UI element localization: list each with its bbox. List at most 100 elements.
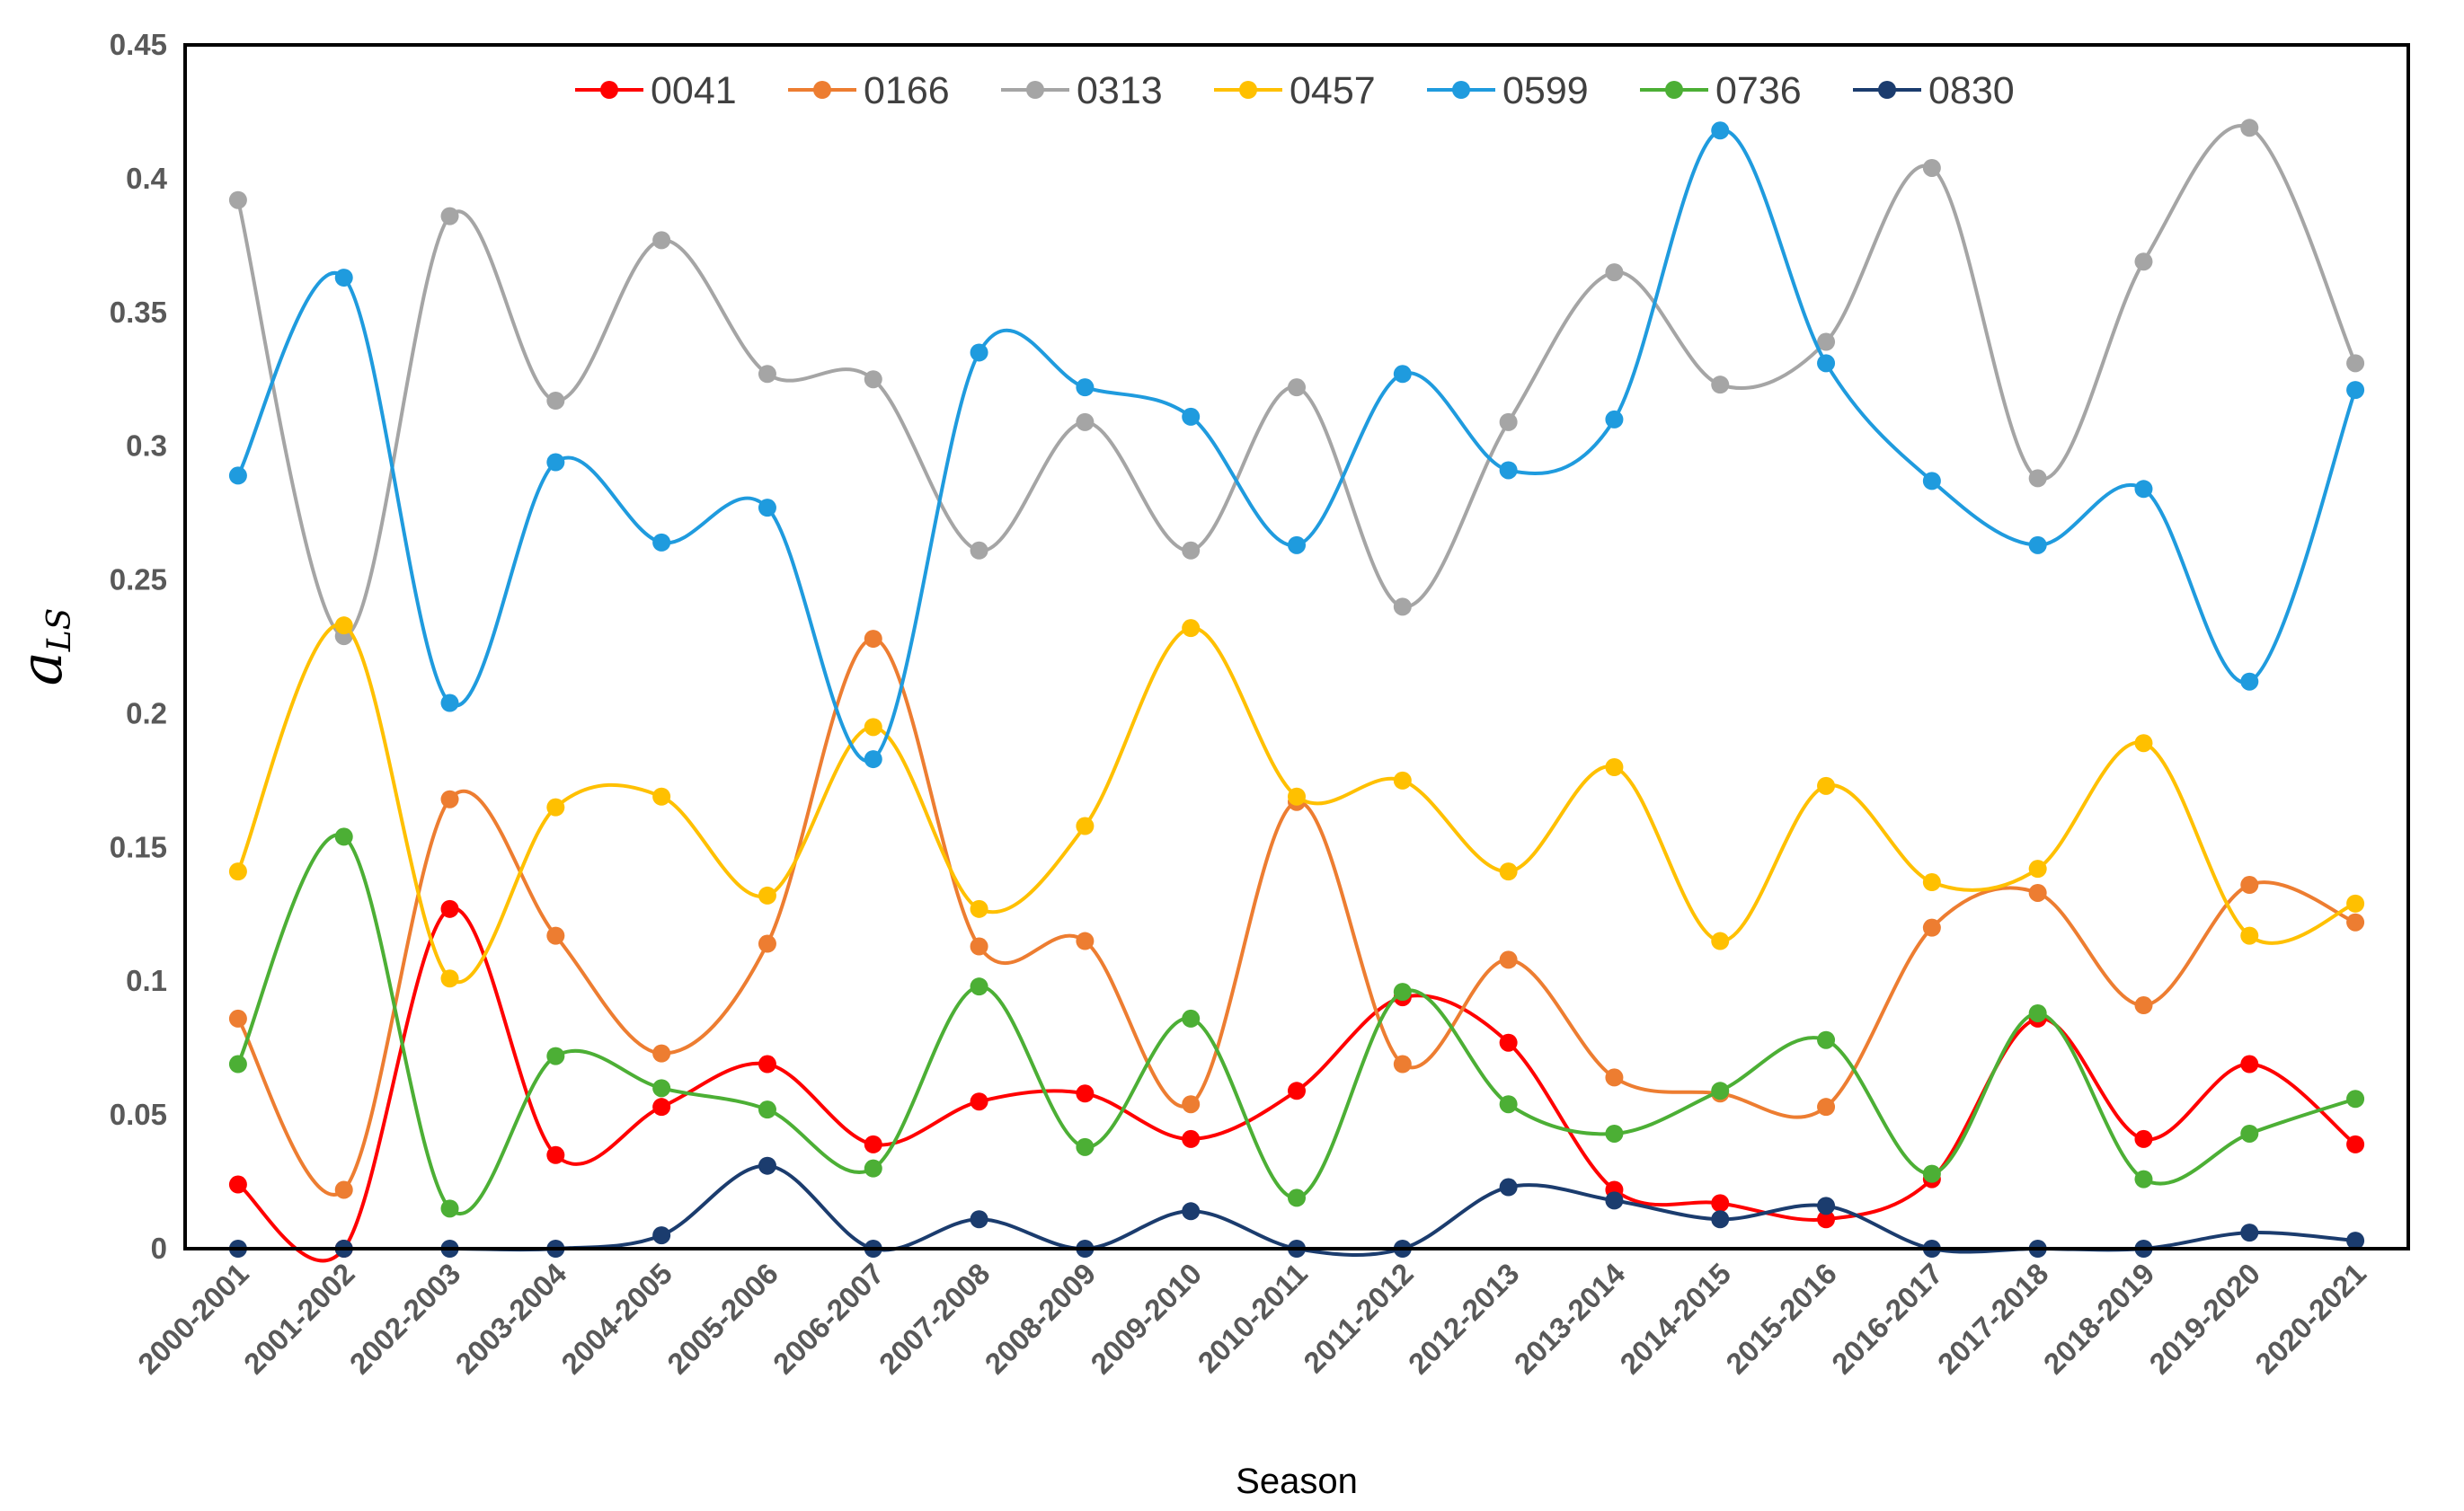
- data-point: [546, 1145, 565, 1164]
- data-point: [1288, 535, 1306, 554]
- y-tick-label: 0.35: [110, 296, 167, 329]
- data-point: [970, 1092, 988, 1111]
- data-point: [864, 1159, 882, 1178]
- data-point: [228, 862, 247, 881]
- data-point: [546, 926, 565, 945]
- data-point: [2028, 1003, 2047, 1022]
- legend-item-0166: 0166: [788, 69, 950, 112]
- data-point: [1605, 1124, 1624, 1143]
- data-point: [970, 541, 988, 560]
- series-line-0313: [235, 124, 2357, 639]
- data-point: [1922, 472, 1941, 490]
- series-line-0830: [237, 1163, 2356, 1257]
- data-point: [1499, 1178, 1518, 1197]
- data-point: [2134, 1129, 2153, 1148]
- y-tick-label: 0.05: [110, 1098, 167, 1131]
- data-point: [652, 533, 671, 552]
- data-point: [1711, 932, 1730, 950]
- data-point: [758, 365, 776, 384]
- data-point: [1076, 1084, 1095, 1103]
- data-point: [2346, 913, 2365, 932]
- data-point: [652, 1044, 671, 1063]
- legend-swatch-marker: [1239, 81, 1257, 99]
- series-0736: [228, 827, 2365, 1218]
- data-point: [2346, 1135, 2365, 1153]
- data-point: [1499, 1033, 1518, 1052]
- data-point: [758, 1100, 776, 1119]
- data-point: [652, 231, 671, 250]
- data-point: [1499, 950, 1518, 969]
- legend-swatch-marker: [1452, 81, 1470, 99]
- y-tick-label: 0.3: [126, 429, 167, 463]
- data-point: [1393, 1055, 1412, 1074]
- data-point: [2240, 926, 2259, 945]
- data-point: [1182, 619, 1201, 638]
- legend-swatch-marker: [1878, 81, 1896, 99]
- data-point: [334, 616, 353, 635]
- data-point: [1499, 412, 1518, 431]
- data-point: [2346, 1090, 2365, 1109]
- data-point: [2240, 119, 2259, 137]
- y-tick-label: 0.45: [110, 28, 167, 61]
- series-0599: [228, 121, 2365, 769]
- data-point: [334, 1180, 353, 1199]
- data-point: [1711, 1194, 1730, 1213]
- data-point: [1076, 1137, 1095, 1156]
- series-line-0736: [236, 833, 2356, 1215]
- data-point: [2028, 469, 2047, 488]
- data-point: [1182, 1129, 1201, 1148]
- data-point: [228, 1055, 247, 1074]
- data-point: [1817, 1210, 1836, 1229]
- legend-item-0041: 0041: [575, 69, 737, 112]
- data-point: [1922, 158, 1941, 177]
- data-point: [2240, 1224, 2259, 1242]
- legend: 0041 0166 0313 0457 0599 0736 0830: [575, 69, 2015, 112]
- data-point: [1605, 1068, 1624, 1087]
- data-point: [1076, 817, 1095, 835]
- data-point: [1499, 461, 1518, 480]
- y-axis-ticks: 0 0.05 0.1 0.15 0.2 0.25 0.3 0.35 0.4 0.45: [110, 28, 168, 1265]
- data-point: [1817, 1197, 1836, 1215]
- series-0166: [228, 630, 2365, 1199]
- y-tick-label: 0.4: [126, 162, 168, 195]
- data-point: [1393, 771, 1412, 790]
- legend-swatch-marker: [1026, 81, 1044, 99]
- data-point: [1182, 1095, 1201, 1114]
- series-0457: [228, 616, 2365, 988]
- data-point: [1393, 365, 1412, 384]
- legend-item-0599: 0599: [1427, 69, 1589, 112]
- data-point: [1711, 121, 1730, 140]
- data-point: [2240, 672, 2259, 691]
- y-axis-title: aLS: [9, 608, 78, 686]
- data-point: [228, 466, 247, 485]
- data-point: [1182, 1202, 1201, 1221]
- data-point: [440, 207, 459, 225]
- data-point: [1605, 263, 1624, 282]
- legend-swatch-marker: [1665, 81, 1683, 99]
- legend-item-0736: 0736: [1640, 69, 1802, 112]
- legend-label: 0830: [1928, 69, 2015, 112]
- data-point: [2134, 1170, 2153, 1188]
- data-point: [1499, 862, 1518, 881]
- data-point: [1288, 378, 1306, 397]
- data-point: [758, 499, 776, 517]
- data-point: [758, 1156, 776, 1175]
- data-point: [1076, 412, 1095, 431]
- data-point: [2346, 354, 2365, 373]
- legend-label: 0457: [1290, 69, 1376, 112]
- y-tick-label: 0.15: [110, 830, 167, 863]
- data-point: [1288, 1082, 1306, 1100]
- data-point: [1076, 378, 1095, 397]
- data-point: [2346, 1232, 2365, 1250]
- data-point: [652, 787, 671, 806]
- data-point: [1393, 597, 1412, 616]
- data-point: [334, 269, 353, 287]
- y-tick-label: 0: [151, 1232, 167, 1265]
- x-axis-title: Season: [1236, 1462, 1358, 1501]
- legend-swatch-marker: [600, 81, 618, 99]
- data-point: [1182, 407, 1201, 426]
- legend-label: 0166: [864, 69, 950, 112]
- data-point: [546, 798, 565, 817]
- data-point: [1817, 332, 1836, 351]
